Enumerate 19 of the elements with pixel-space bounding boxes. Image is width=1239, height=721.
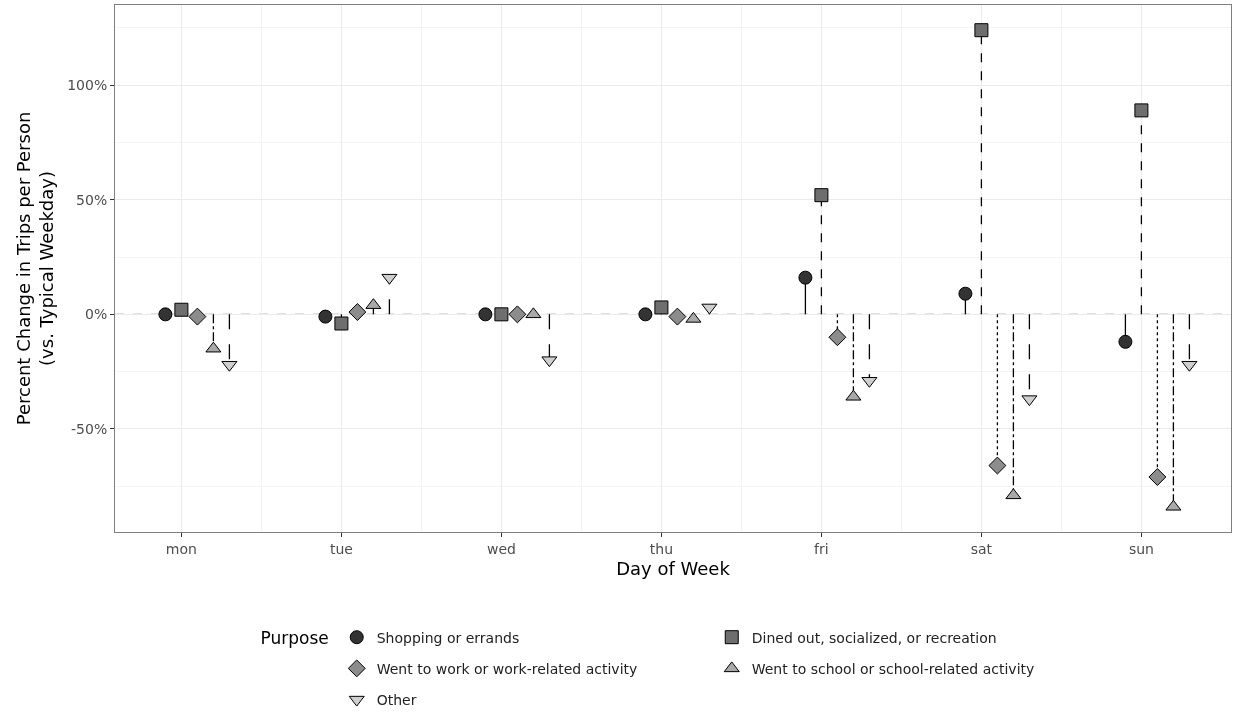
x-tick-label: mon (165, 540, 197, 557)
legend-label: Shopping or errands (376, 629, 520, 646)
x-tick-label: wed (486, 540, 516, 557)
x-tick-label: fri (814, 540, 829, 557)
y-tick-label: 0% (84, 306, 108, 323)
legend-label: Dined out, socialized, or recreation (751, 629, 997, 646)
legend-label: Other (376, 692, 417, 709)
x-tick-label: sat (970, 540, 993, 557)
y-tick-label: 100% (67, 77, 108, 94)
y-tick-label: 50% (76, 191, 108, 208)
legend-title: Purpose (260, 627, 329, 648)
x-tick-label: thu (649, 540, 674, 557)
legend-label: Went to work or work-related activity (376, 660, 638, 677)
x-tick-label: tue (329, 540, 353, 557)
x-tick-label: sun (1128, 540, 1154, 557)
x-axis-title: Day of Week (616, 557, 731, 579)
legend-label: Went to school or school-related activity (751, 660, 1035, 677)
y-axis-title: Percent Change in Trips per Person (vs. Typical Weekday) (12, 111, 58, 426)
y-tick-label: -50% (71, 420, 108, 437)
